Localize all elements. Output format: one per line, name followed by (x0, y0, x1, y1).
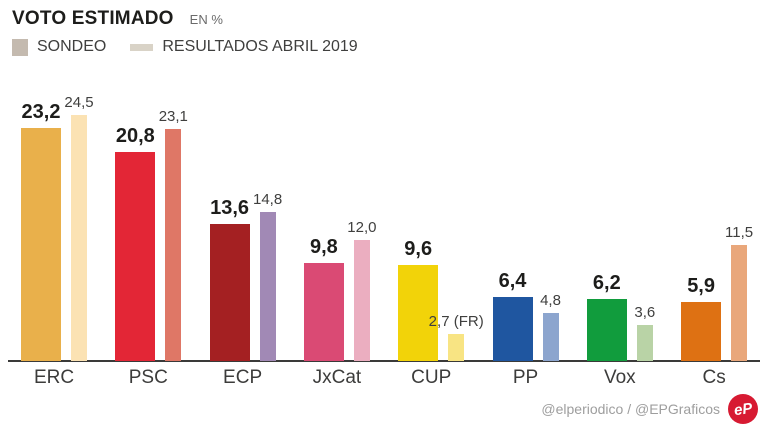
bar-group-jxcat: 9,8 12,0 (303, 70, 376, 361)
resultado-bar (542, 312, 559, 361)
legend: SONDEO RESULTADOS ABRIL 2019 (12, 38, 372, 56)
resultado-bar (259, 212, 276, 361)
logo-monogram: eP (732, 399, 754, 419)
x-axis-line (8, 360, 760, 362)
category-label-cup: CUP (411, 367, 452, 388)
header: VOTO ESTIMADO EN % (12, 8, 223, 30)
category-label-ecp: ECP (223, 367, 263, 388)
sondeo-bar (492, 296, 533, 361)
sondeo-bar (681, 301, 722, 361)
sondeo-bar (21, 127, 61, 361)
category-label-vox: Vox (603, 367, 636, 388)
sondeo-value-label: 23,2 (21, 100, 61, 123)
footer: @elperiodico / @EPGraficos eP (541, 394, 758, 424)
sondeo-bar (586, 298, 627, 361)
resultados-swatch-icon (130, 43, 154, 51)
sondeo-value-label: 6,2 (592, 271, 621, 294)
legend-item-sondeo: SONDEO (12, 38, 106, 56)
sondeo-value-label: 5,9 (687, 274, 715, 297)
bar-group-vox: 6,2 3,6 (586, 70, 656, 361)
bar-group-ecp: 13,6 14,8 (209, 70, 282, 361)
category-label-psc: PSC (128, 367, 168, 388)
category-label-jxcat: JxCat (312, 367, 362, 388)
sondeo-value-label: 13,6 (210, 197, 250, 220)
resultado-value-label: 4,8 (540, 291, 561, 309)
page-title: VOTO ESTIMADO (12, 8, 174, 29)
resultado-bar (353, 240, 370, 361)
legend-item-resultados: RESULTADOS ABRIL 2019 (130, 38, 358, 56)
resultado-value-label: 24,5 (64, 93, 94, 111)
resultado-value-label: 3,6 (634, 303, 656, 321)
resultado-bar (636, 324, 653, 361)
sondeo-bar (209, 224, 250, 361)
resultado-value-label: 2,7 (FR) (428, 312, 484, 330)
category-label-pp: PP (512, 367, 539, 388)
sondeo-value-label: 9,8 (309, 235, 338, 258)
bar-group-psc: 20,8 23,1 (115, 70, 188, 361)
sondeo-value-label: 6,4 (498, 269, 527, 292)
legend-label-sondeo: SONDEO (37, 38, 107, 55)
bar-group-cup: 9,6 2,7 (FR) (398, 70, 484, 361)
resultado-value-label: 11,5 (725, 224, 754, 242)
resultado-value-label: 14,8 (252, 191, 283, 209)
sondeo-value-label: 20,8 (115, 124, 155, 147)
sondeo-swatch-icon (12, 38, 28, 56)
resultado-bar (71, 114, 87, 361)
legend-label-resultados: RESULTADOS ABRIL 2019 (162, 38, 358, 55)
resultado-bar (731, 245, 748, 361)
elperiodico-logo-icon: eP (728, 394, 758, 424)
unit-label: EN % (189, 12, 223, 27)
resultado-bar (448, 333, 465, 361)
bar-group-cs: 5,9 11,5 (681, 70, 753, 361)
category-label-cs: Cs (702, 367, 726, 388)
resultado-bar (165, 128, 182, 361)
resultado-value-label: 23,1 (158, 107, 188, 125)
category-label-erc: ERC (33, 367, 75, 388)
resultado-value-label: 12,0 (347, 219, 377, 237)
sondeo-bar (303, 262, 344, 361)
sondeo-bar (115, 151, 156, 361)
bar-group-pp: 6,4 4,8 (492, 70, 561, 361)
sondeo-bar (398, 264, 439, 361)
sondeo-value-label: 9,6 (404, 237, 433, 260)
credits-text: @elperiodico / @EPGraficos (541, 401, 720, 417)
bar-group-erc: 23,2 24,5 (21, 70, 94, 361)
